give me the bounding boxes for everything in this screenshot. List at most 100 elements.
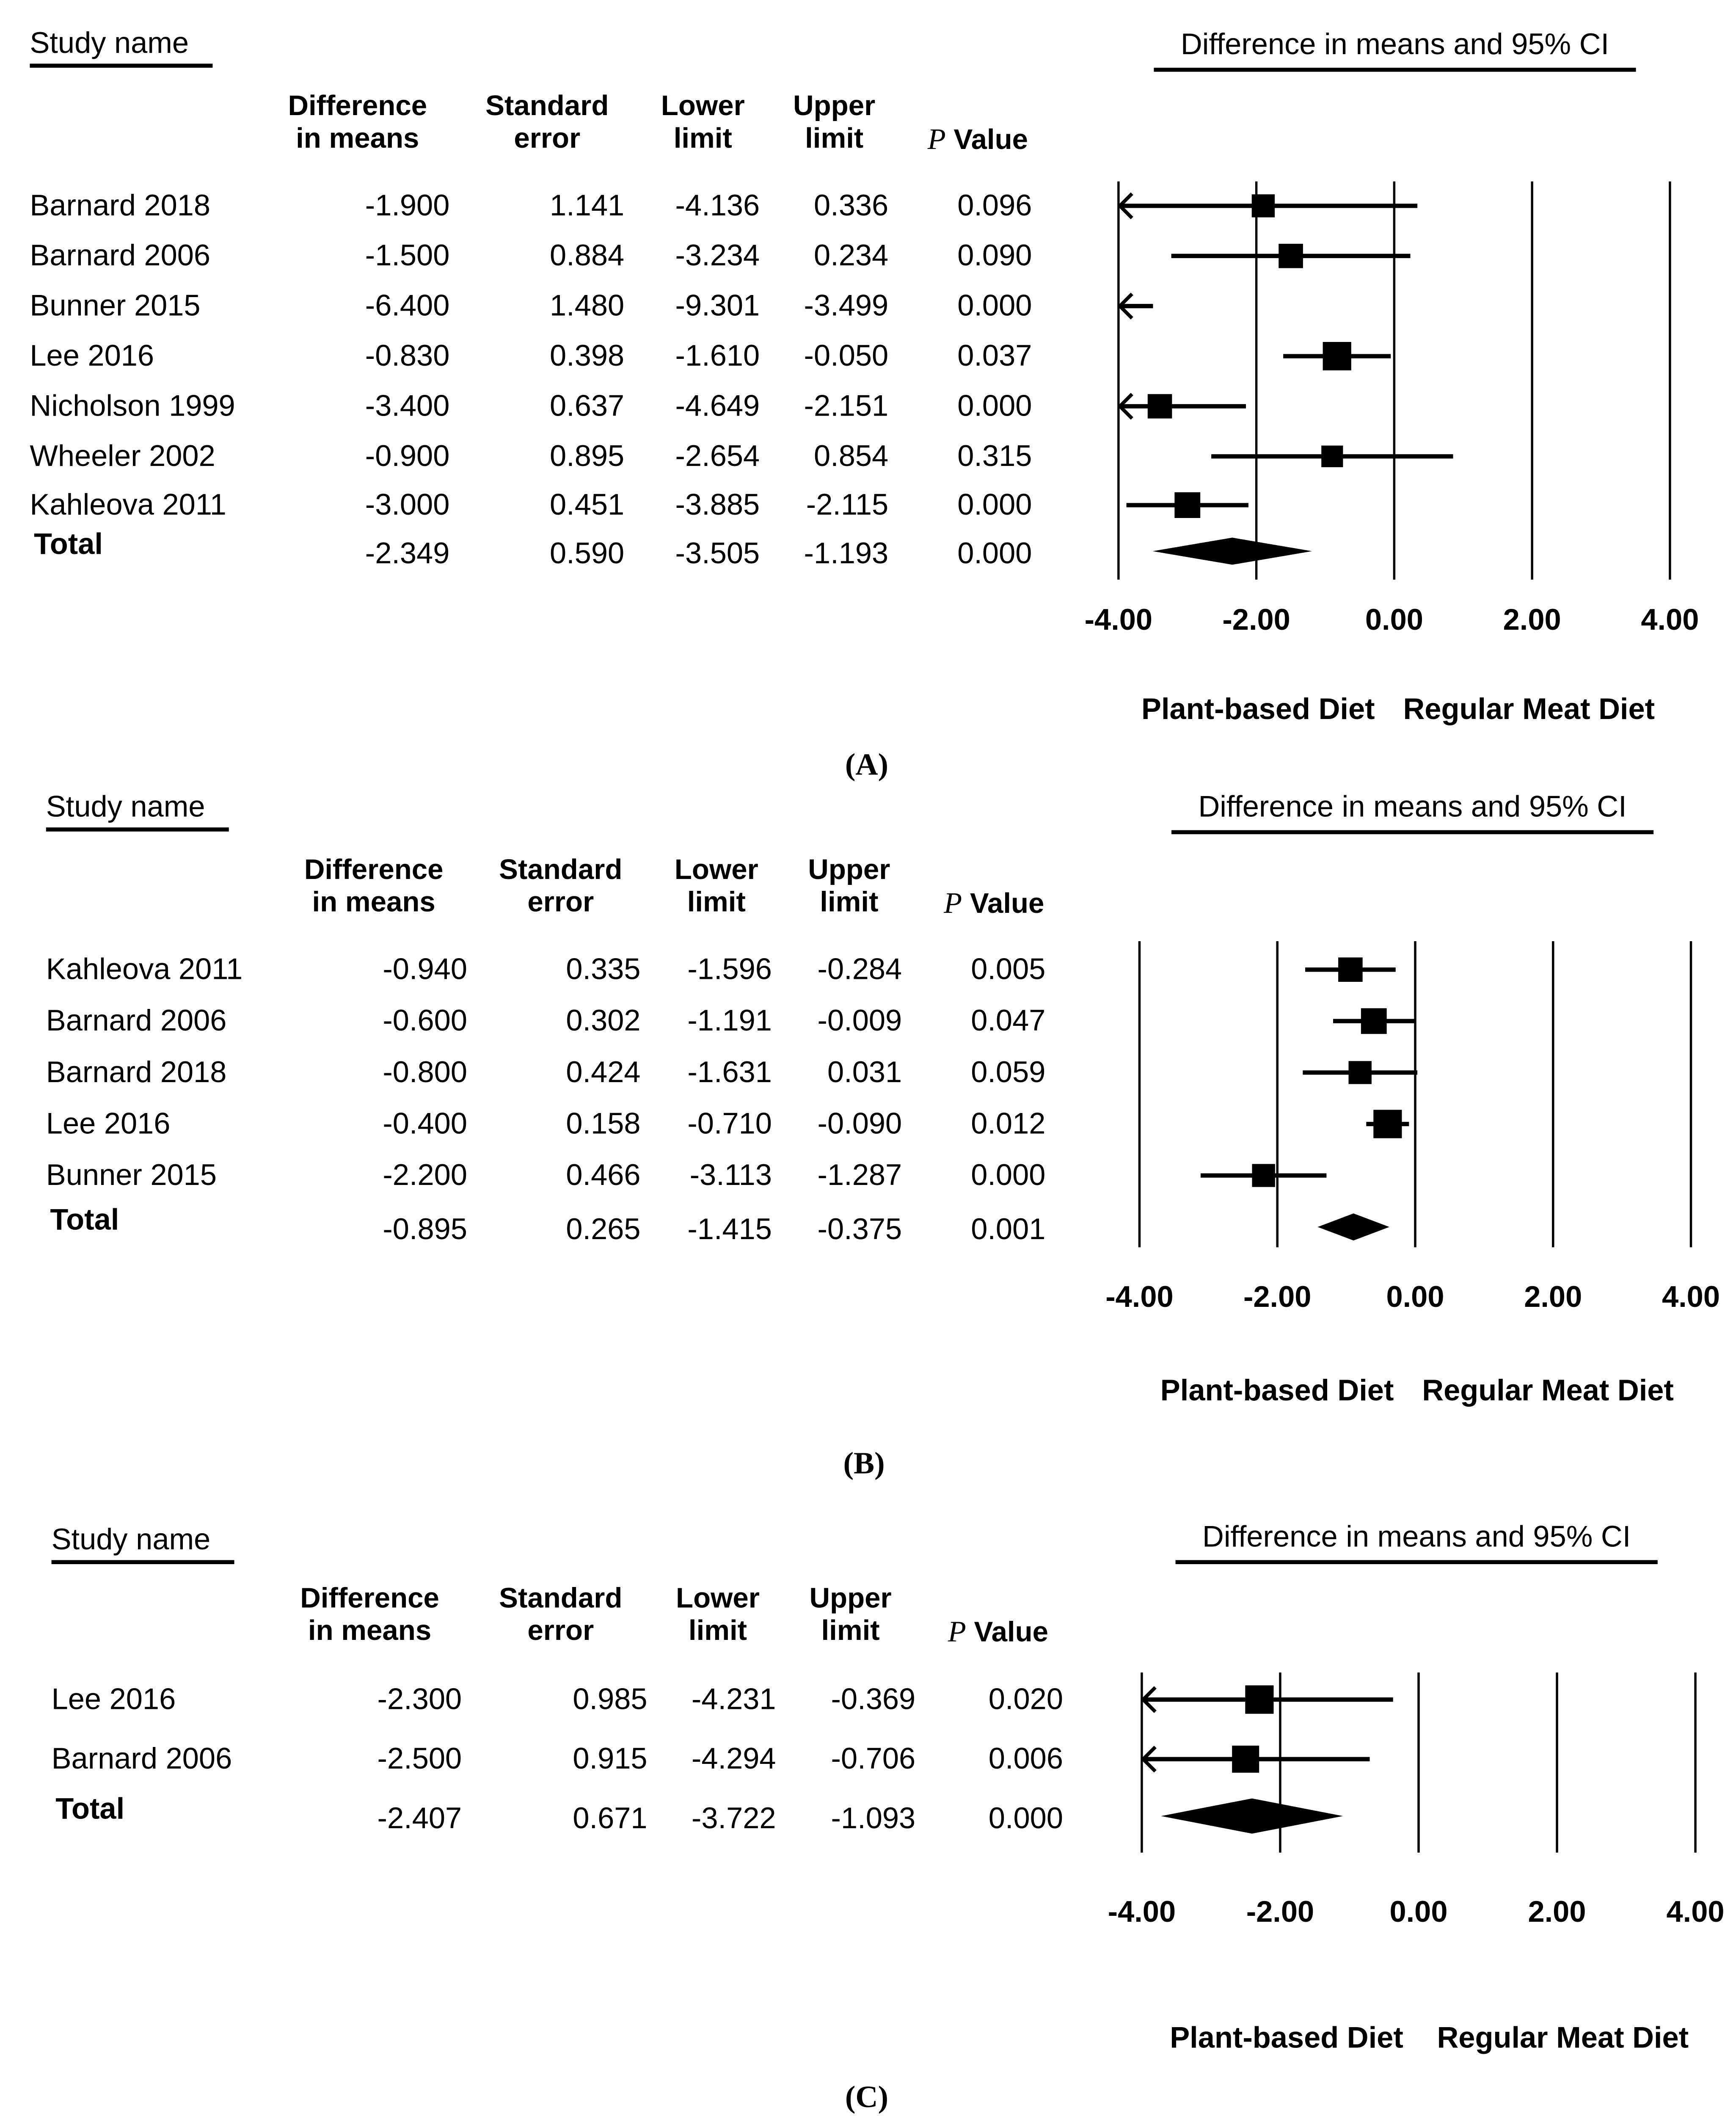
axis-tick-label: 2.00 [1489, 1895, 1625, 1930]
panel-letter: (B) [803, 1445, 925, 1483]
cell-p-value: 0.090 [856, 238, 1032, 273]
axis-tick-label: 2.00 [1464, 603, 1600, 638]
mean-square [1323, 342, 1351, 370]
study-label: Kahleova 2011 [46, 952, 243, 987]
mean-square [1373, 1110, 1402, 1138]
axis-label-right: Regular Meat Diet [1400, 2020, 1725, 2055]
cell-p-value: 0.059 [869, 1055, 1045, 1090]
study-label: Lee 2016 [46, 1106, 171, 1141]
mean-square [1252, 1164, 1275, 1187]
axis-tick-label: -2.00 [1210, 1280, 1345, 1315]
cell-diff-in-means: -2.300 [286, 1682, 462, 1717]
cell-p-value: 0.000 [856, 289, 1032, 324]
cell-p-value: 0.000 [887, 1801, 1063, 1836]
axis-tick-label: -4.00 [1072, 1280, 1207, 1315]
arrow-left [1143, 1747, 1155, 1772]
cell-diff-in-means: -0.895 [291, 1212, 467, 1247]
axis-tick-label: 4.00 [1628, 1895, 1736, 1930]
pooled-diamond [1318, 1213, 1389, 1240]
cell-diff-in-means: -3.000 [273, 488, 449, 523]
cell-p-value: 0.000 [856, 388, 1032, 424]
study-label: Lee 2016 [52, 1682, 176, 1717]
arrow-left [1143, 1687, 1155, 1712]
mean-square [1232, 1746, 1259, 1773]
study-label: Bunner 2015 [46, 1158, 217, 1193]
p-italic: P [948, 1614, 966, 1648]
study-name-header: Study name [46, 790, 229, 832]
panel-letter: (A) [806, 746, 928, 784]
cell-diff-in-means: -2.500 [286, 1741, 462, 1777]
axis-tick-label: 0.00 [1351, 1895, 1486, 1930]
plot-title: Difference in means and 95% CI [1176, 1519, 1658, 1564]
mean-square [1245, 1685, 1273, 1714]
study-label: Kahleova 2011 [30, 488, 226, 523]
cell-p-value: 0.037 [856, 339, 1032, 374]
col-header-p-value: P Value [906, 887, 1082, 921]
mean-square [1174, 492, 1200, 518]
cell-p-value: 0.000 [856, 536, 1032, 571]
cell-p-value: 0.020 [887, 1682, 1063, 1717]
panel-letter: (C) [806, 2079, 928, 2116]
study-label: Lee 2016 [30, 339, 154, 374]
study-name-header: Study name [30, 26, 213, 68]
cell-p-value: 0.047 [869, 1003, 1045, 1039]
mean-square [1321, 446, 1343, 467]
study-label: Barnard 2006 [52, 1741, 232, 1777]
cell-diff-in-means: -0.830 [273, 339, 449, 374]
cell-diff-in-means: -2.349 [273, 536, 449, 571]
cell-p-value: 0.001 [869, 1212, 1045, 1247]
total-label: Total [55, 1792, 124, 1827]
p-italic: P [928, 122, 946, 156]
axis-tick-label: 2.00 [1485, 1280, 1621, 1315]
plot-title: Difference in means and 95% CI [1154, 27, 1636, 72]
cell-diff-in-means: -6.400 [273, 289, 449, 324]
mean-square [1338, 957, 1363, 982]
study-label: Barnard 2018 [30, 188, 210, 223]
study-label: Barnard 2006 [46, 1003, 227, 1039]
cell-diff-in-means: -2.407 [286, 1801, 462, 1836]
cell-diff-in-means: -0.800 [291, 1055, 467, 1090]
cell-diff-in-means: -0.400 [291, 1106, 467, 1141]
axis-tick-label: -2.00 [1212, 1895, 1348, 1930]
study-label: Barnard 2018 [46, 1055, 227, 1090]
p-italic: P [944, 886, 962, 920]
cell-diff-in-means: -1.900 [273, 188, 449, 223]
mean-square [1148, 394, 1172, 419]
cell-diff-in-means: -0.900 [273, 439, 449, 474]
axis-tick-label: -4.00 [1074, 1895, 1210, 1930]
axis-label-right: Regular Meat Diet [1386, 1373, 1711, 1408]
cell-diff-in-means: -0.940 [291, 952, 467, 987]
axis-tick-label: 0.00 [1326, 603, 1462, 638]
total-label: Total [50, 1203, 119, 1238]
study-label: Wheeler 2002 [30, 439, 215, 474]
axis-tick-label: 4.00 [1602, 603, 1736, 638]
col-header-p-value: P Value [890, 123, 1066, 157]
arrow-left [1120, 194, 1132, 218]
mean-square [1279, 244, 1303, 268]
cell-p-value: 0.006 [887, 1741, 1063, 1777]
total-label: Total [34, 527, 103, 562]
axis-tick-label: 4.00 [1623, 1280, 1736, 1315]
cell-diff-in-means: -0.600 [291, 1003, 467, 1039]
mean-square [1348, 1061, 1371, 1084]
study-name-header: Study name [52, 1522, 235, 1564]
axis-label-right: Regular Meat Diet [1367, 692, 1692, 727]
pooled-diamond [1153, 537, 1312, 565]
cell-diff-in-means: -2.200 [291, 1158, 467, 1193]
study-label: Bunner 2015 [30, 289, 200, 324]
study-label: Nicholson 1999 [30, 388, 235, 424]
cell-p-value: 0.315 [856, 439, 1032, 474]
cell-diff-in-means: -1.500 [273, 238, 449, 273]
mean-square [1252, 194, 1275, 217]
cell-p-value: 0.000 [856, 488, 1032, 523]
col-header-p-value: P Value [910, 1616, 1086, 1650]
study-label: Barnard 2006 [30, 238, 210, 273]
cell-diff-in-means: -3.400 [273, 388, 449, 424]
arrow-left [1120, 394, 1132, 419]
cell-p-value: 0.096 [856, 188, 1032, 223]
axis-tick-label: -4.00 [1051, 603, 1186, 638]
cell-p-value: 0.000 [869, 1158, 1045, 1193]
plot-title: Difference in means and 95% CI [1171, 790, 1653, 835]
